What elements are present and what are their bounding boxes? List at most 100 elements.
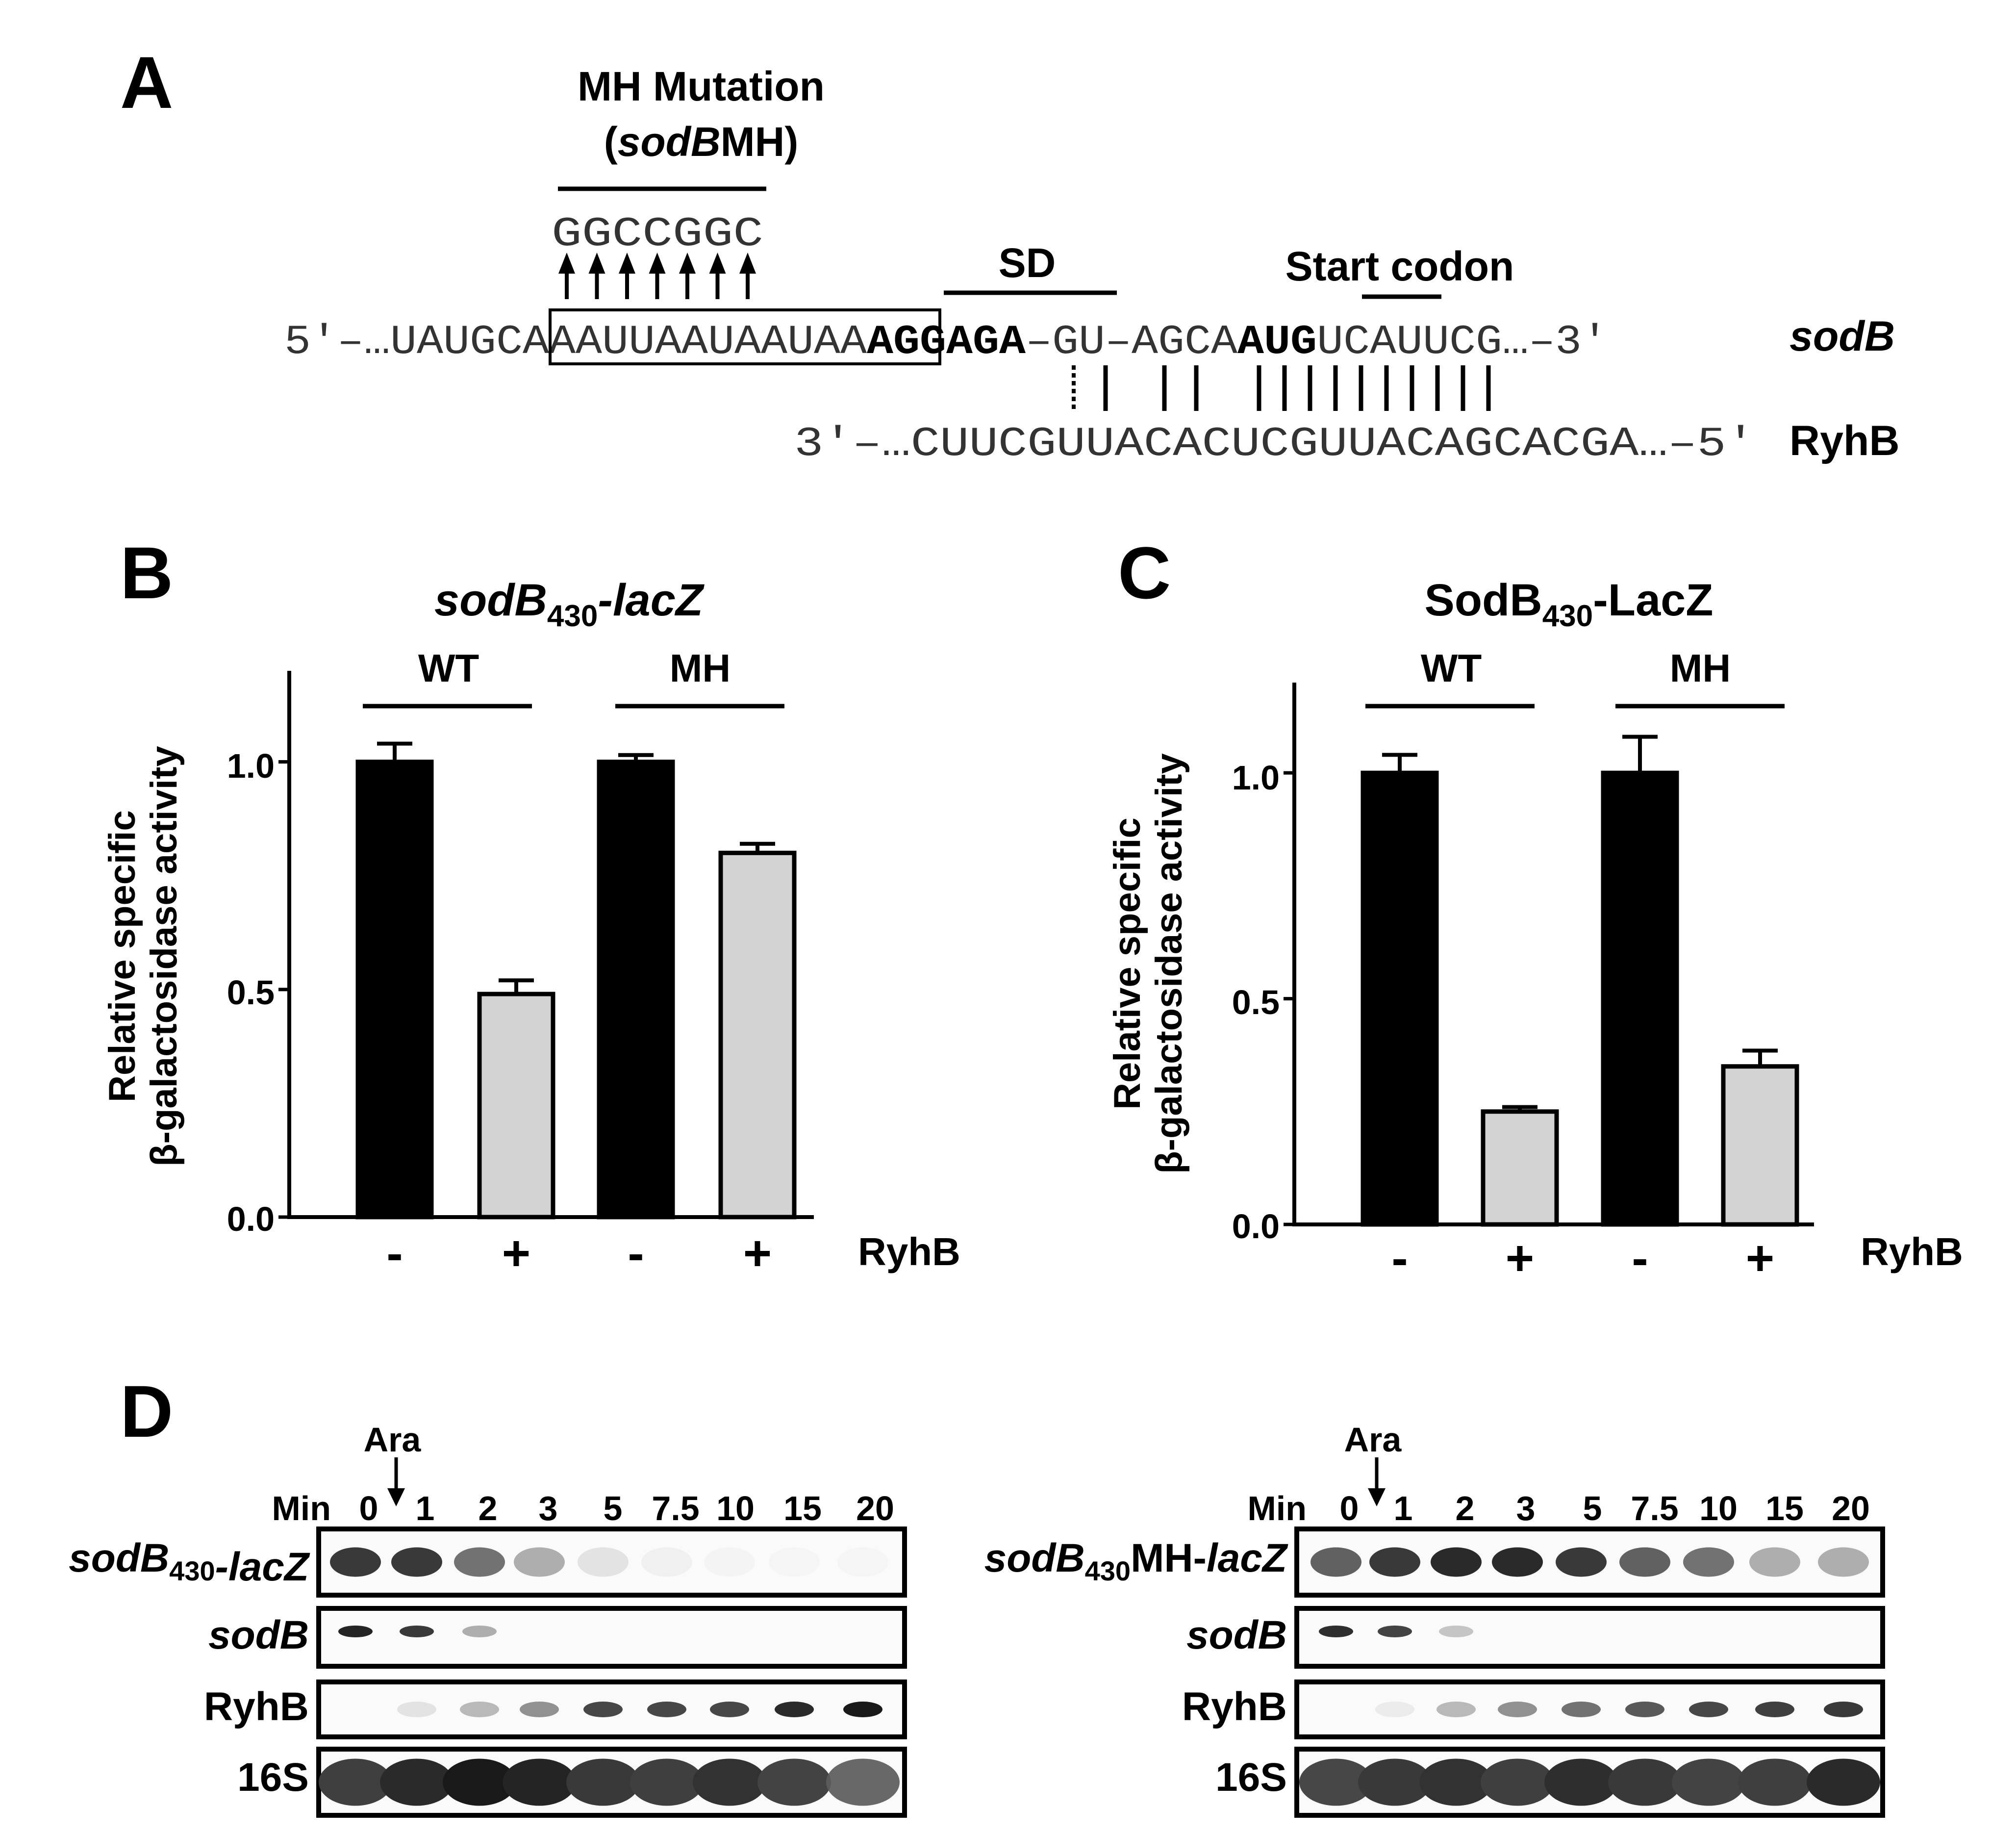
- time-point-label: 3: [1516, 1489, 1536, 1527]
- chart-b-ylabel-line1: Relative specific: [101, 810, 143, 1102]
- chart-c-sign-2: +: [1506, 1231, 1534, 1286]
- blot-left-16s-label: 16S: [237, 1755, 309, 1800]
- mutation-arrow-head: [679, 253, 696, 274]
- mutation-arrows: [558, 253, 756, 299]
- time-point-label: 3: [539, 1489, 558, 1527]
- bar: [718, 850, 797, 1220]
- blot-band: [1419, 1758, 1493, 1806]
- chart-c-tick-1: 1.0: [1232, 759, 1280, 797]
- time-point-label: 5: [1583, 1489, 1602, 1527]
- sodb-gene-name: sodB: [1789, 313, 1895, 360]
- chart-c-tick-0: 0.0: [1232, 1207, 1280, 1246]
- mutation-title-line1: MH Mutation: [578, 63, 825, 109]
- bar: [477, 992, 555, 1220]
- blot-band: [1369, 1547, 1420, 1577]
- sd-label: SD: [999, 240, 1056, 286]
- blot-band: [1556, 1547, 1607, 1577]
- blot-band: [319, 1758, 392, 1806]
- blot-left-ryhb-label: RyhB: [204, 1684, 309, 1729]
- mutation-arrow-head: [588, 253, 605, 274]
- ryhb-sequence: 3′–…CUUCGUUACACUCGUUACAGCACGA…–5′: [794, 421, 1755, 468]
- blot-band: [460, 1702, 499, 1717]
- blot-band: [520, 1702, 559, 1717]
- blot-band: [693, 1758, 766, 1806]
- blot-band: [1439, 1626, 1473, 1637]
- blot-left-reporter-label: sodB430-lacZ: [69, 1536, 310, 1589]
- blot-right-sodb-label: sodB: [1186, 1613, 1287, 1657]
- blot-band: [1492, 1547, 1543, 1577]
- blot-band: [1436, 1702, 1476, 1717]
- blot-right-ara-arrow-head: [1368, 1488, 1386, 1506]
- blot-band: [1619, 1547, 1670, 1577]
- blot-band: [1299, 1758, 1373, 1806]
- blot-left-time-labels: 0 1 2 3 5 7.5 10 15 20: [359, 1489, 894, 1527]
- blot-right-min-label: Min: [1247, 1489, 1307, 1527]
- time-point-label: 0: [1340, 1489, 1359, 1527]
- time-point-label: 10: [716, 1489, 755, 1527]
- panel-a-letter: A: [120, 41, 173, 124]
- panel-d-letter: D: [120, 1370, 173, 1452]
- chart-b-ryhb-label: RyhB: [858, 1230, 960, 1273]
- chart-c-ylabel-line1: Relative specific: [1107, 817, 1148, 1110]
- sodb-sequence: 5′–…UAUGC AAAUUAAUAAUAA AGGAGA –GU–AGCA AUG U…: [284, 319, 1608, 366]
- time-point-label: 7.5: [1631, 1489, 1678, 1527]
- blot-band: [1807, 1758, 1880, 1806]
- blot-band: [454, 1547, 505, 1577]
- blot-band: [1608, 1758, 1682, 1806]
- blot-band: [1672, 1758, 1745, 1806]
- chart-c-sign-1: -: [1391, 1231, 1408, 1286]
- blot-left-min-label: Min: [272, 1489, 331, 1527]
- chart-c-sign-4: +: [1746, 1231, 1774, 1286]
- base-pairing-lines: [1072, 365, 1491, 411]
- time-point-label: 20: [1832, 1489, 1870, 1527]
- blot-left-ara-label: Ara: [364, 1421, 422, 1459]
- blot-band: [462, 1626, 497, 1637]
- blot-band: [1358, 1758, 1432, 1806]
- blot-left-ara-arrow-head: [387, 1488, 405, 1506]
- panel-c: C SodB430-LacZ Relative specific β-galac…: [1107, 532, 1963, 1286]
- blot-right-16s-label: 16S: [1215, 1755, 1287, 1800]
- start-codon-label: Start codon: [1285, 243, 1514, 289]
- blot-band: [1755, 1702, 1794, 1717]
- blot-row-sodB: [316, 1606, 907, 1669]
- blot-band: [583, 1702, 623, 1717]
- blot-band: [1818, 1547, 1869, 1577]
- time-point-label: 7.5: [652, 1489, 699, 1527]
- chart-b-sign-2: +: [502, 1226, 530, 1281]
- chart-b-tick-05: 0.5: [227, 973, 275, 1012]
- blot-right-ara-label: Ara: [1344, 1421, 1402, 1459]
- blot-band: [630, 1758, 704, 1806]
- chart-c-ylabel-line2: β-galactosidase activity: [1148, 753, 1190, 1173]
- blot-band: [338, 1626, 373, 1637]
- blot-row-sodB: [1294, 1606, 1885, 1669]
- blot-band: [1481, 1758, 1554, 1806]
- blot-band: [641, 1547, 692, 1577]
- time-point-label: 15: [1765, 1489, 1804, 1527]
- mutation-title-line2: (sodBMH): [604, 119, 799, 165]
- blot-band: [704, 1547, 755, 1577]
- panel-c-letter: C: [1118, 532, 1171, 614]
- time-point-label: 1: [1394, 1489, 1413, 1527]
- chart-b-sign-1: -: [386, 1226, 403, 1281]
- blot-band: [566, 1758, 640, 1806]
- blot-band: [1310, 1547, 1361, 1577]
- chart-c-sign-3: -: [1632, 1231, 1648, 1286]
- blot-band: [330, 1547, 381, 1577]
- blot-right-reporter-label: sodB430MH-lacZ: [984, 1536, 1288, 1586]
- time-point-label: 2: [479, 1489, 498, 1527]
- blot-band: [1824, 1702, 1863, 1717]
- bar: [1481, 1109, 1559, 1227]
- time-point-label: 20: [856, 1489, 894, 1527]
- blot-band: [1498, 1702, 1537, 1717]
- blot-band: [757, 1758, 831, 1806]
- bar: [1721, 1064, 1799, 1227]
- chart-c: [1284, 683, 1814, 1227]
- blot-band: [1375, 1702, 1414, 1717]
- chart-b-group-wt: WT: [418, 646, 479, 690]
- time-point-label: 1: [416, 1489, 435, 1527]
- blot-band: [1625, 1702, 1664, 1717]
- chart-b-tick-1: 1.0: [227, 747, 275, 785]
- mutation-arrow-head: [619, 253, 635, 274]
- blot-left: [316, 1527, 907, 1818]
